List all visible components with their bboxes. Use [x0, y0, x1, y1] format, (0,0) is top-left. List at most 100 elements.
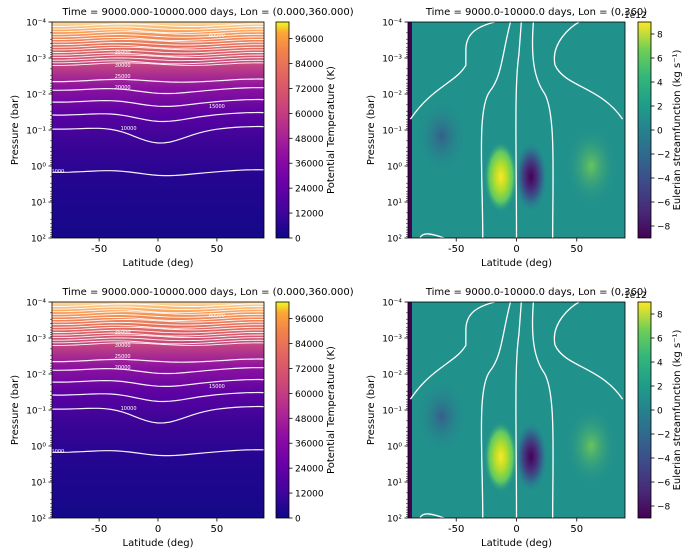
zero-contour: [553, 22, 624, 120]
contour-line: [52, 311, 264, 315]
contour-label: 35000: [115, 330, 131, 336]
contour-line: [52, 59, 264, 65]
contour-line: [52, 23, 264, 27]
streamfunction-min: [513, 420, 548, 493]
contour-label: 20000: [115, 85, 131, 91]
contour-label: 15000: [209, 384, 225, 390]
contour-label: 30000: [115, 343, 131, 349]
panel-2: Time = 9000.0-10000.0 days, Lon = (0,360…: [366, 7, 683, 269]
y-tick-label: 10¹: [31, 199, 46, 209]
y-axis-label: Pressure (bar): [366, 375, 377, 445]
zero-contour: [419, 233, 445, 238]
panel-4: Time = 9000.0-10000.0 days, Lon = (0,360…: [366, 287, 683, 549]
colorbar-tick-label: 96000: [295, 35, 324, 45]
y-tick-label: 10⁻⁴: [26, 299, 46, 309]
chart-title: Time = 9000.0-10000.0 days, Lon = (0,360…: [425, 7, 647, 18]
zero-contour: [553, 302, 624, 400]
contour-line: [52, 316, 264, 321]
temperature-field: [52, 302, 264, 518]
y-axis-label: Pressure (bar): [10, 95, 21, 165]
colorbar-tick-label: −6: [657, 199, 671, 209]
streamfunction-min: [513, 140, 548, 213]
x-tick-label: -50: [91, 524, 107, 535]
contour-label: 10000: [121, 126, 137, 132]
contour-line: [52, 308, 264, 314]
colorbar-tick-label: 36000: [295, 160, 324, 170]
colorbar-tick-label: −8: [657, 503, 671, 513]
zero-contour: [409, 302, 495, 400]
y-tick-label: 10²: [31, 235, 46, 245]
x-tick-label: 0: [155, 244, 161, 255]
y-tick-label: 10⁻⁴: [382, 19, 402, 29]
streamfunction-max: [483, 420, 518, 493]
y-tick-label: 10⁻¹: [26, 127, 46, 137]
contour-line: [52, 324, 264, 329]
edge-band: [408, 302, 412, 518]
positive-cell: [565, 406, 618, 486]
colorbar: 0 12000 24000 36000 48000 60000 72000 84000 9600…: [275, 301, 337, 525]
y-tick-label: 10¹: [387, 199, 402, 209]
negative-cell: [415, 98, 468, 175]
colorbar-multiplier: 1e12: [624, 11, 647, 21]
y-tick-label: 10¹: [31, 479, 46, 489]
colorbar-tick-label: 0: [657, 127, 663, 137]
contour-line: [52, 337, 264, 342]
edge-band: [408, 22, 412, 238]
colorbar-tick-label: −4: [657, 175, 671, 185]
contour-label: 25000: [115, 74, 131, 80]
colorbar-tick-label: 60000: [295, 110, 324, 120]
contour-line: [52, 26, 264, 30]
x-tick-label: -50: [448, 524, 464, 535]
colorbar-tick-label: 6: [657, 55, 663, 65]
y-tick-label: 10⁻¹: [382, 127, 402, 137]
x-tick-label: 50: [570, 524, 583, 535]
x-tick-label: 50: [570, 244, 583, 255]
contour-line: [52, 41, 264, 46]
y-tick-label: 10⁻³: [26, 335, 46, 345]
contour-line: [52, 62, 264, 66]
contour-label: 15000: [209, 104, 225, 110]
y-tick-label: 10⁻¹: [382, 407, 402, 417]
contour-line: [52, 169, 264, 177]
contour-line: [52, 78, 264, 83]
colorbar-tick-label: 6: [657, 335, 663, 345]
contour-label: 60000: [209, 313, 225, 319]
contour-line: [52, 49, 264, 54]
colorbar-tick-label: 4: [657, 79, 663, 89]
zero-contour: [480, 22, 512, 238]
x-axis-label: Latitude (deg): [481, 258, 552, 269]
plot-field: [408, 302, 625, 518]
temperature-field: [52, 22, 264, 238]
contour-line: [52, 339, 264, 345]
colorbar-tick-label: 96000: [295, 315, 324, 325]
contour-line: [52, 449, 264, 457]
y-axis-label: Pressure (bar): [10, 375, 21, 445]
y-tick-label: 10⁻³: [26, 55, 46, 65]
contour-line: [52, 313, 264, 318]
colorbar-tick-label: 36000: [295, 440, 324, 450]
contour-line: [52, 33, 264, 38]
colorbar: 8 6 4 2 0 −2 −4 −6 −8 1e12 Eulerian streamfunction…: [624, 291, 683, 519]
chart-title: Time = 9000.000-10000.000 days, Lon = (0…: [61, 287, 353, 298]
colorbar-tick-label: 60000: [295, 390, 324, 400]
contour-line: [52, 36, 264, 41]
colorbar-tick-label: 48000: [295, 415, 324, 425]
colorbar-gradient: [275, 21, 290, 239]
y-tick-label: 10⁻⁴: [382, 299, 402, 309]
colorbar-tick-label: −2: [657, 431, 670, 441]
contour-line: [52, 52, 264, 57]
y-tick-label: 10⁻²: [382, 371, 402, 381]
y-axis-label: Pressure (bar): [366, 95, 377, 165]
colorbar-tick-label: 0: [295, 515, 301, 525]
x-tick-label: 0: [155, 524, 161, 535]
y-tick-label: 10²: [31, 515, 46, 525]
contour-line: [52, 334, 264, 339]
contour-line: [52, 54, 264, 59]
x-tick-label: 0: [513, 244, 519, 255]
y-tick-label: 10²: [387, 515, 402, 525]
colorbar-tick-label: −6: [657, 479, 671, 489]
colorbar-tick-label: 2: [657, 103, 663, 113]
x-tick-label: -50: [91, 244, 107, 255]
colorbar-gradient: [637, 301, 652, 519]
colorbar-tick-label: 0: [295, 235, 301, 245]
